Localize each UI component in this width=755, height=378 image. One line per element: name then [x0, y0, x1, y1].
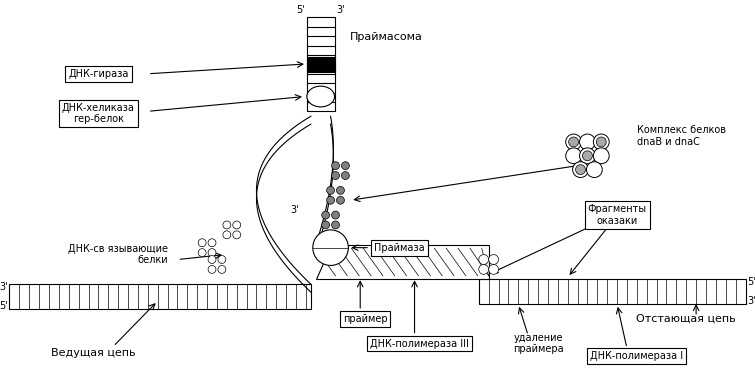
Circle shape: [580, 134, 596, 150]
Text: 5': 5': [334, 240, 344, 250]
Bar: [479, 279, 745, 304]
Circle shape: [199, 239, 206, 247]
Text: Ведущая цепь: Ведущая цепь: [51, 349, 136, 358]
Circle shape: [331, 172, 340, 180]
Ellipse shape: [307, 86, 334, 107]
Circle shape: [208, 256, 216, 263]
Circle shape: [322, 221, 330, 229]
Text: Праймасома: Праймасома: [350, 32, 424, 42]
Circle shape: [218, 256, 226, 263]
Circle shape: [313, 230, 348, 265]
Circle shape: [593, 148, 609, 164]
Bar: [307, 17, 334, 112]
Circle shape: [593, 134, 609, 150]
Text: 3': 3': [291, 205, 299, 215]
Text: 5': 5': [296, 5, 305, 14]
Text: праймер: праймер: [343, 314, 387, 324]
Polygon shape: [316, 245, 488, 279]
Text: 5': 5': [747, 277, 755, 287]
Text: 5': 5': [0, 301, 8, 311]
Bar: [10, 284, 311, 309]
Circle shape: [223, 221, 231, 229]
Circle shape: [580, 148, 596, 164]
Text: Отстающая цепь: Отстающая цепь: [636, 314, 736, 324]
Circle shape: [488, 265, 498, 274]
Circle shape: [572, 162, 588, 178]
Circle shape: [327, 196, 334, 204]
Circle shape: [583, 151, 593, 161]
Circle shape: [233, 231, 241, 239]
Circle shape: [337, 186, 344, 194]
Text: ДНК-гираза: ДНК-гираза: [68, 69, 128, 79]
Circle shape: [208, 265, 216, 273]
Circle shape: [488, 255, 498, 265]
Circle shape: [479, 255, 488, 265]
Text: 3': 3': [337, 5, 345, 14]
Bar: [307, 57, 334, 72]
Text: 3': 3': [0, 282, 8, 292]
Circle shape: [218, 265, 226, 273]
Text: ДНК-св язывающие
белки: ДНК-св язывающие белки: [67, 244, 168, 265]
Circle shape: [208, 239, 216, 247]
Circle shape: [327, 186, 334, 194]
Circle shape: [199, 249, 206, 257]
Circle shape: [479, 265, 488, 274]
Circle shape: [587, 162, 602, 178]
Text: ДНК-полимераза I: ДНК-полимераза I: [590, 351, 683, 361]
Circle shape: [565, 148, 581, 164]
Circle shape: [223, 231, 231, 239]
Circle shape: [331, 211, 340, 219]
Text: Фрагменты
оказаки: Фрагменты оказаки: [587, 204, 646, 226]
Circle shape: [233, 221, 241, 229]
Circle shape: [331, 221, 340, 229]
Circle shape: [337, 196, 344, 204]
Circle shape: [322, 211, 330, 219]
Circle shape: [331, 162, 340, 170]
Circle shape: [596, 137, 606, 147]
Circle shape: [565, 134, 581, 150]
Text: Комплекс белков
dnaB и dnaC: Комплекс белков dnaB и dnaC: [636, 125, 726, 147]
Circle shape: [341, 162, 350, 170]
Text: ДНК-полимераза III: ДНК-полимераза III: [370, 338, 469, 349]
Text: ДНК-хеликаза
гер-белок: ДНК-хеликаза гер-белок: [62, 102, 135, 124]
Text: Праймаза: Праймаза: [374, 243, 425, 253]
Circle shape: [208, 249, 216, 257]
Circle shape: [569, 137, 578, 147]
Text: удаление
праймера: удаление праймера: [513, 333, 563, 354]
Text: 3': 3': [747, 296, 755, 306]
Circle shape: [575, 165, 585, 175]
Circle shape: [341, 172, 350, 180]
